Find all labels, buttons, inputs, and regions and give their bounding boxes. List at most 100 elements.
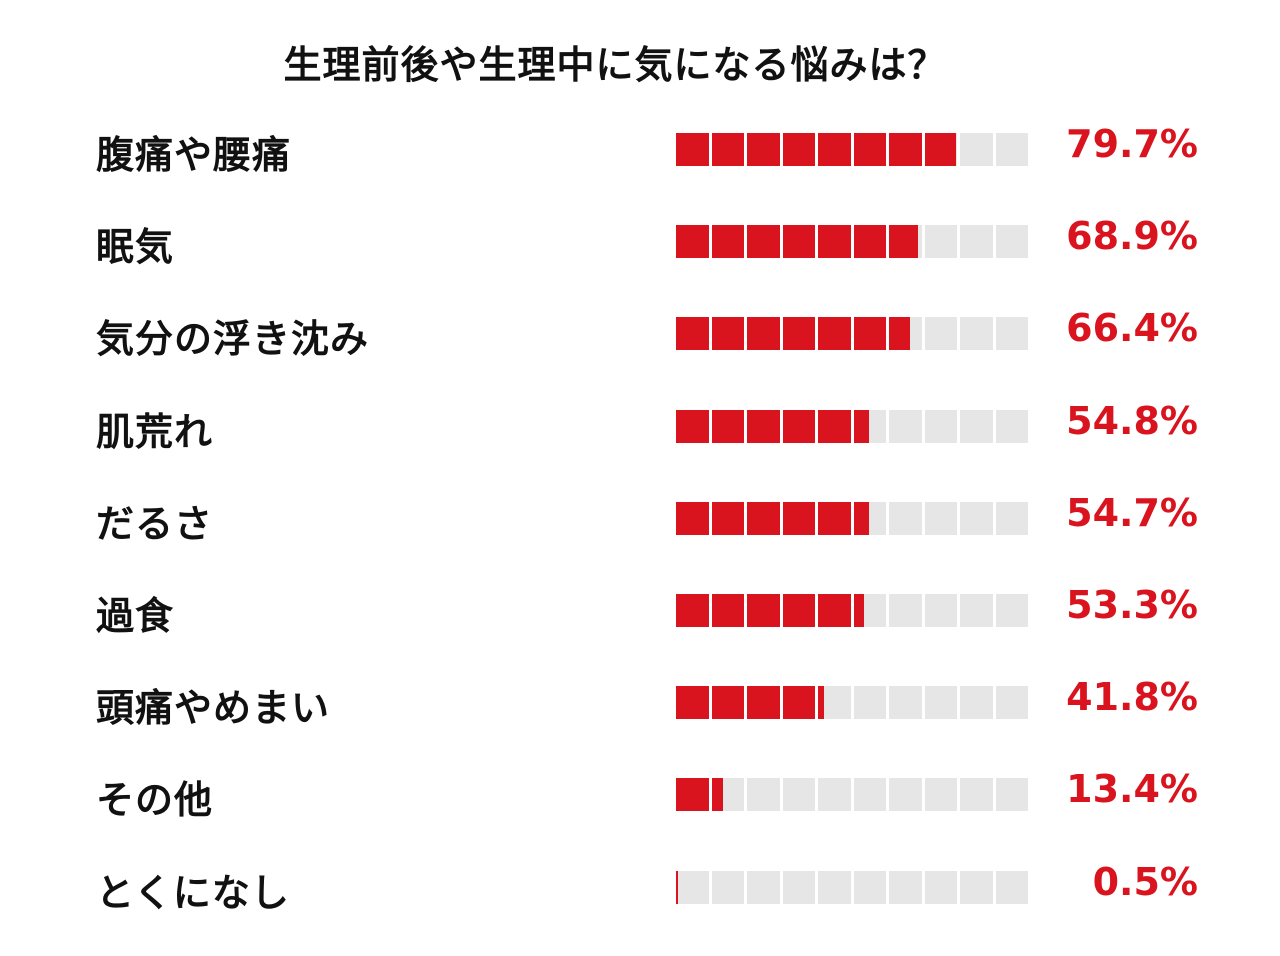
bar-segment (995, 133, 1028, 166)
bar-segment-fill (853, 409, 870, 443)
bar-track (676, 409, 1028, 443)
bar-segment (782, 686, 815, 720)
bar-segment-fill (747, 317, 780, 351)
bar-segment-fill (782, 594, 815, 627)
chart-row: 頭痛やめまい 41.8% (0, 659, 1280, 739)
bar-segment (960, 870, 993, 904)
bar-segment (995, 501, 1028, 535)
bar-segment-fill (676, 501, 709, 535)
bar-segment-fill (747, 501, 780, 535)
bar-segment (960, 225, 993, 259)
bar-segment (818, 870, 851, 904)
bar-segment-fill (818, 225, 851, 259)
category-label: その他 (96, 778, 214, 823)
category-label: だるさ (96, 501, 214, 546)
bar-segment (924, 594, 957, 627)
chart-title: 生理前後や生理中に気になる悩みは？ (283, 43, 947, 87)
bar-segment (711, 778, 744, 812)
bar-segment-fill (782, 409, 815, 443)
bar-segment-fill (747, 133, 780, 166)
bar-segment (782, 409, 815, 443)
bar-segment (889, 225, 922, 259)
category-label: 頭痛やめまい (96, 686, 331, 731)
bar-track (676, 870, 1028, 904)
bar-segment (995, 686, 1028, 720)
bar-segment-fill (676, 409, 709, 443)
bar-segment (853, 778, 886, 812)
bar-segment (818, 133, 851, 166)
value-label: 41.8% (1066, 675, 1198, 720)
bar-segment-fill (747, 225, 780, 259)
bar-segment-fill (676, 778, 709, 812)
bar-segment (676, 778, 709, 812)
bar-segment-fill (711, 594, 744, 627)
category-label: 眠気 (96, 225, 175, 270)
bar-segment (924, 870, 957, 904)
bar-segment (782, 501, 815, 535)
bar-segment-fill (711, 317, 744, 351)
bar-segment-fill (889, 225, 918, 259)
bar-segment (711, 870, 744, 904)
bar-segment-fill (711, 225, 744, 259)
bar-segment (960, 594, 993, 627)
bar-segment (960, 778, 993, 812)
chart-row: 過食 53.3% (0, 567, 1280, 647)
bar-segment (711, 409, 744, 443)
bar-segment (995, 778, 1028, 812)
bar-track (676, 778, 1028, 812)
bar-segment-fill (676, 317, 709, 351)
bar-segment-fill (818, 686, 824, 720)
bar-segment (676, 501, 709, 535)
bar-segment (747, 686, 780, 720)
bar-segment (960, 317, 993, 351)
bar-segment (711, 594, 744, 627)
bar-segment (711, 225, 744, 259)
category-label: 腹痛や腰痛 (96, 133, 292, 177)
bar-segment (676, 686, 709, 720)
bar-segment (960, 501, 993, 535)
value-label: 53.3% (1066, 583, 1198, 627)
bar-segment-fill (782, 133, 815, 166)
bar-segment (711, 133, 744, 166)
bar-segment (889, 409, 922, 443)
bar-segment (924, 133, 957, 166)
bar-segment (711, 686, 744, 720)
bar-track (676, 133, 1028, 166)
bar-segment (818, 409, 851, 443)
bar-segment-fill (853, 317, 886, 351)
chart-row: とくになし 0.5% (0, 844, 1280, 924)
value-label: 0.5% (1092, 859, 1198, 904)
value-label: 79.7% (1066, 122, 1198, 166)
bar-segment-fill (818, 409, 851, 443)
value-label: 66.4% (1066, 306, 1198, 351)
bar-segment (711, 501, 744, 535)
bar-segment (889, 317, 922, 351)
bar-segment (995, 225, 1028, 259)
bar-segment (889, 686, 922, 720)
bar-segment (889, 594, 922, 627)
bar-segment (924, 501, 957, 535)
bar-segment (853, 317, 886, 351)
chart-row: 腹痛や腰痛 79.7% (0, 106, 1280, 186)
bar-segment-fill (676, 133, 709, 166)
bar-segment-fill (711, 133, 744, 166)
bar-segment (889, 778, 922, 812)
bar-segment (747, 225, 780, 259)
bar-segment (889, 133, 922, 166)
value-label: 54.7% (1066, 490, 1198, 535)
bar-segment (924, 317, 957, 351)
bar-segment (676, 594, 709, 627)
chart-row: 肌荒れ 54.8% (0, 383, 1280, 463)
chart-row: その他 13.4% (0, 751, 1280, 831)
chart-row: 気分の浮き沈み 66.4% (0, 290, 1280, 370)
bar-segment (960, 133, 993, 166)
bar-segment (924, 778, 957, 812)
bar-segment (818, 594, 851, 627)
value-label: 68.9% (1066, 214, 1198, 259)
bar-segment-fill (782, 686, 815, 720)
bar-segment-fill (747, 409, 780, 443)
bar-segment (960, 409, 993, 443)
bar-segment-fill (676, 225, 709, 259)
bar-segment (818, 501, 851, 535)
bar-segment-fill (782, 317, 815, 351)
